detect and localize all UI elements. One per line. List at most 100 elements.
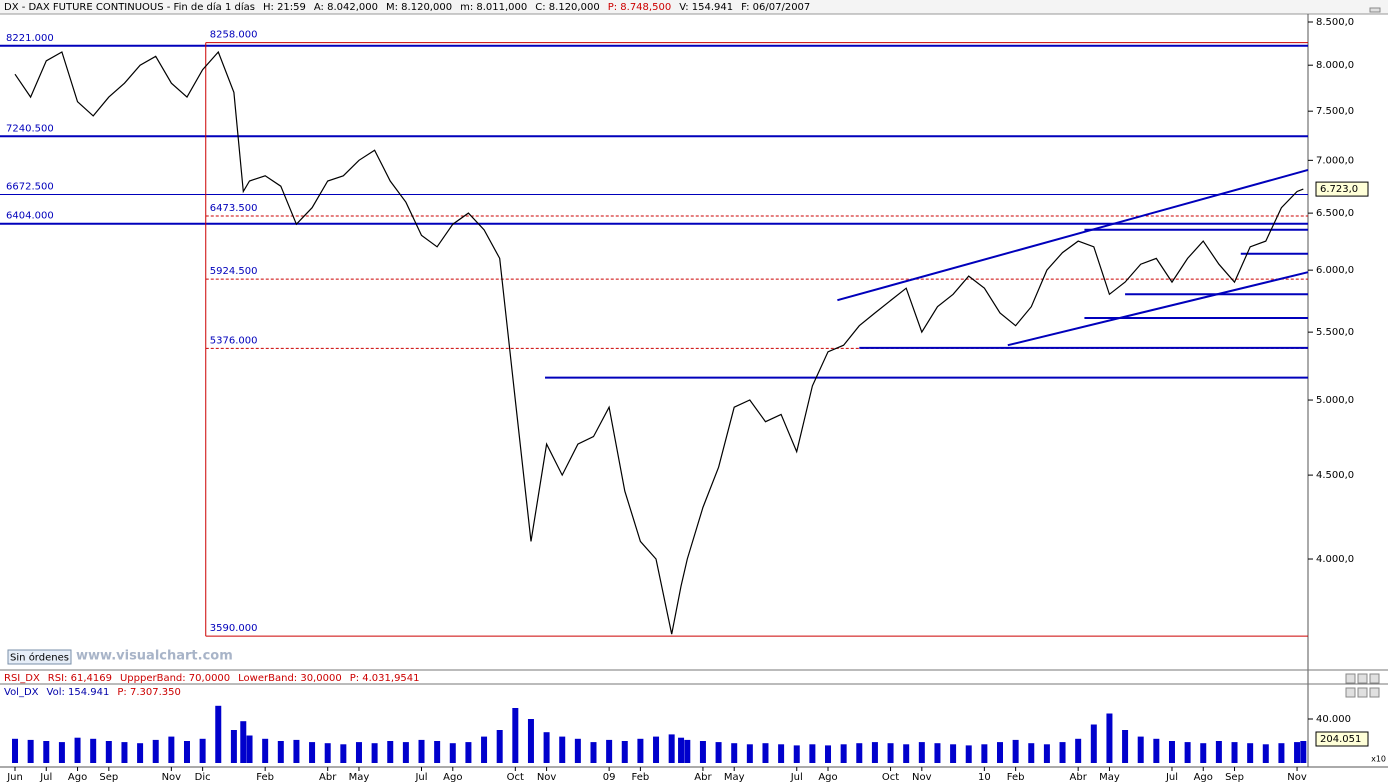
y-tick-label: 5.500,0 bbox=[1316, 327, 1354, 338]
fib-label: 5376.000 bbox=[210, 335, 258, 346]
x-tick-label: May bbox=[724, 772, 745, 783]
trendline bbox=[837, 168, 1309, 302]
x-tick-label: Nov bbox=[1287, 772, 1307, 783]
volume-bar bbox=[950, 744, 957, 763]
level-label: 8221.000 bbox=[6, 33, 54, 44]
volume-bar bbox=[637, 738, 644, 763]
x-tick-label: Jul bbox=[790, 772, 803, 783]
panel-button[interactable] bbox=[1345, 687, 1356, 698]
volume-header-item: P: 7.307.350 bbox=[117, 687, 180, 698]
rsi-header-item: LowerBand: 30,0000 bbox=[238, 673, 342, 684]
volume-bar bbox=[590, 742, 597, 763]
panel-button[interactable] bbox=[1369, 673, 1380, 684]
volume-bar bbox=[1075, 738, 1082, 763]
y-tick-label: 8.000,0 bbox=[1316, 60, 1354, 71]
level-label: 6404.000 bbox=[6, 211, 54, 222]
volume-bar bbox=[809, 744, 816, 763]
volume-bar bbox=[1028, 743, 1035, 763]
y-tick-label: 7.000,0 bbox=[1316, 155, 1354, 166]
volume-bar bbox=[762, 743, 769, 763]
y-tick-label: 4.500,0 bbox=[1316, 470, 1354, 481]
volume-bar bbox=[465, 742, 472, 763]
volume-bar bbox=[262, 738, 269, 763]
volume-bar bbox=[293, 739, 300, 763]
level-label: 7240.500 bbox=[6, 123, 54, 134]
volume-bar bbox=[309, 742, 316, 763]
orders-button-label[interactable]: Sin órdenes bbox=[10, 652, 69, 664]
panel-button[interactable] bbox=[1357, 673, 1368, 684]
x-tick-label: Jul bbox=[414, 772, 427, 783]
volume-bar bbox=[105, 741, 112, 763]
fib-label: 5924.500 bbox=[210, 266, 258, 277]
rsi-header-item: RSI_DX bbox=[4, 673, 40, 684]
panel-button[interactable] bbox=[1345, 673, 1356, 684]
x-tick-label: May bbox=[1099, 772, 1120, 783]
volume-bar bbox=[1262, 744, 1269, 763]
volume-bar bbox=[43, 741, 50, 763]
header-item: V: 154.941 bbox=[679, 2, 733, 13]
volume-tag bbox=[1315, 731, 1369, 747]
rsi-header-item: P: 4.031,9541 bbox=[350, 673, 420, 684]
volume-bar bbox=[543, 732, 550, 763]
volume-bar bbox=[1153, 738, 1160, 763]
volume-bar bbox=[481, 736, 488, 763]
rsi-header-item: RSI: 61,4169 bbox=[48, 673, 112, 684]
volume-bar bbox=[152, 739, 159, 763]
volume-bar bbox=[574, 738, 581, 763]
x-tick-label: 09 bbox=[603, 772, 616, 783]
volume-bar bbox=[668, 734, 675, 763]
volume-bar bbox=[1090, 724, 1097, 763]
panel-button[interactable] bbox=[1369, 687, 1380, 698]
volume-bar bbox=[434, 741, 441, 763]
x-tick-label: Ago bbox=[818, 772, 837, 783]
header-item: C: 8.120,000 bbox=[535, 2, 599, 13]
volume-bar bbox=[1215, 741, 1222, 763]
volume-bar bbox=[246, 735, 253, 763]
x-tick-label: May bbox=[349, 772, 370, 783]
x-tick-label: Jul bbox=[39, 772, 52, 783]
orders-button[interactable] bbox=[7, 649, 72, 665]
volume-bar bbox=[1012, 739, 1019, 763]
x-tick-label: Jul bbox=[1165, 772, 1178, 783]
volume-bar bbox=[1059, 742, 1066, 763]
volume-bar bbox=[918, 742, 925, 763]
y-tick-label: 4.000,0 bbox=[1316, 554, 1354, 565]
volume-bar bbox=[856, 743, 863, 763]
volume-bar bbox=[449, 743, 456, 763]
volume-bar bbox=[965, 745, 972, 763]
volume-bar bbox=[137, 743, 144, 763]
header-item: F: 06/07/2007 bbox=[741, 2, 810, 13]
volume-bar bbox=[621, 741, 628, 763]
x-tick-label: Nov bbox=[912, 772, 932, 783]
x-tick-label: Abr bbox=[694, 772, 712, 783]
volume-bar bbox=[27, 739, 34, 763]
volume-bar bbox=[58, 742, 65, 763]
x-tick-label: Abr bbox=[319, 772, 337, 783]
x-tick-label: 10 bbox=[978, 772, 991, 783]
x-tick-label: Sep bbox=[99, 772, 118, 783]
volume-bar bbox=[12, 738, 19, 763]
y-tick-label: 40.000 bbox=[1316, 714, 1351, 725]
volume-bar bbox=[512, 708, 519, 763]
x-tick-label: Ago bbox=[443, 772, 462, 783]
volume-bar bbox=[355, 742, 362, 763]
volume-bar bbox=[559, 736, 566, 763]
volume-bar bbox=[903, 744, 910, 763]
volume-bar bbox=[1278, 743, 1285, 763]
volume-bar bbox=[715, 742, 722, 763]
panel-button[interactable] bbox=[1357, 687, 1368, 698]
x-tick-label: Ago bbox=[1194, 772, 1213, 783]
volume-bar bbox=[684, 739, 691, 763]
volume-bar bbox=[215, 705, 222, 763]
volume-bar bbox=[1106, 713, 1113, 763]
header-item: M: 8.120,000 bbox=[386, 2, 452, 13]
header-item: A: 8.042,000 bbox=[314, 2, 378, 13]
volume-header-item: Vol_DX bbox=[4, 687, 39, 698]
x-tick-label: Jun bbox=[6, 772, 23, 783]
panel-button[interactable] bbox=[1369, 7, 1381, 13]
volume-bar bbox=[996, 742, 1003, 763]
x-tick-label: Sep bbox=[1225, 772, 1244, 783]
volume-bar bbox=[387, 741, 394, 763]
